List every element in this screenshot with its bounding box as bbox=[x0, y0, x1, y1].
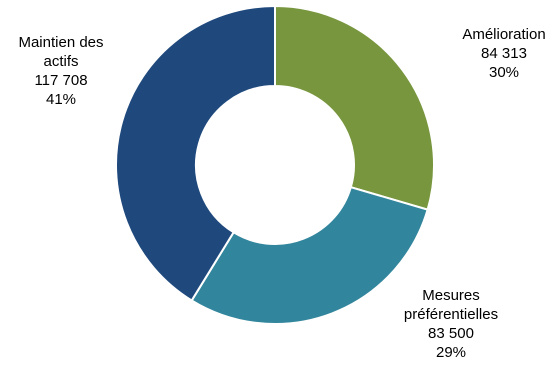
slice-value: 83 500 bbox=[428, 325, 474, 342]
slice-label-mesures-preferentielles: Mesures préférentielles 83 500 29% bbox=[376, 286, 526, 362]
slice-name-line: Amélioration bbox=[462, 26, 546, 43]
slice-percent: 41% bbox=[45, 91, 77, 108]
donut-slice-0 bbox=[274, 4, 435, 211]
slice-value: 84 313 bbox=[481, 45, 527, 62]
slice-value: 117 708 bbox=[34, 72, 88, 89]
slice-name-line: préférentielles bbox=[403, 306, 499, 323]
donut-slice-2 bbox=[115, 4, 276, 302]
donut-slice-1 bbox=[190, 185, 429, 325]
slice-percent: 30% bbox=[488, 64, 520, 81]
slice-name-line: Mesures bbox=[422, 287, 480, 304]
slice-name-line: actifs bbox=[43, 53, 79, 70]
slice-name-line: Maintien des bbox=[18, 34, 104, 51]
slice-label-amelioration: Amélioration 84 313 30% bbox=[452, 25, 556, 82]
slice-label-maintien-des-actifs: Maintien des actifs 117 708 41% bbox=[2, 33, 120, 109]
slice-percent: 29% bbox=[435, 344, 467, 361]
